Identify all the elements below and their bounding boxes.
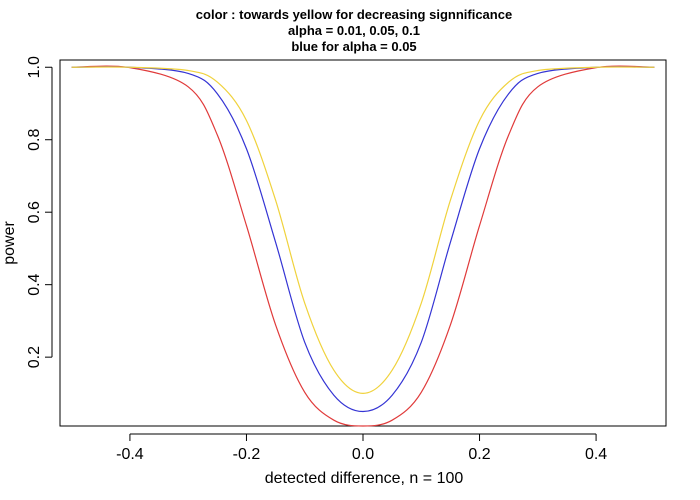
title-line-3: blue for alpha = 0.05 [291, 39, 416, 54]
y-tick-label: 0.2 [26, 346, 43, 368]
x-tick-label: 0.4 [585, 446, 607, 463]
title-line-1: color : towards yellow for decreasing si… [196, 7, 512, 22]
title-line-2: alpha = 0.01, 0.05, 0.1 [288, 23, 420, 38]
y-axis-label: power [1, 221, 18, 265]
series-line-1 [71, 65, 655, 427]
x-tick-label: 0.0 [352, 446, 374, 463]
x-tick-label: -0.4 [116, 446, 144, 463]
plot-area-frame [59, 59, 667, 427]
series-line-3 [71, 66, 655, 394]
series-lines [71, 65, 655, 427]
y-tick-label: 0.4 [26, 273, 43, 295]
y-tick-label: 0.8 [26, 129, 43, 151]
series-line-2 [71, 66, 655, 413]
y-tick-label: 0.6 [26, 201, 43, 223]
y-axis: 0.2 0.4 0.6 0.8 1.0 [26, 56, 53, 368]
x-axis: -0.4 -0.2 0.0 0.2 0.4 [116, 433, 607, 463]
y-tick-label: 1.0 [26, 56, 43, 78]
x-tick-label: 0.2 [468, 446, 490, 463]
x-tick-label: -0.2 [233, 446, 261, 463]
chart-title: color : towards yellow for decreasing si… [196, 7, 512, 54]
x-axis-label: detected difference, n = 100 [265, 470, 464, 487]
